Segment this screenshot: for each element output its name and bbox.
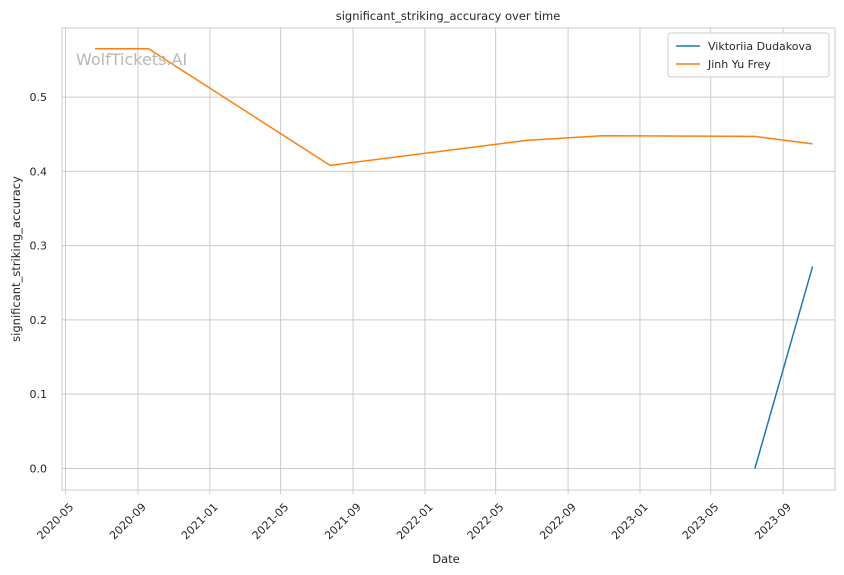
watermark-text: WolfTickets.AI: [76, 50, 187, 69]
chart-title: significant_striking_accuracy over time: [336, 9, 561, 23]
y-axis-label: significant_striking_accuracy: [9, 176, 23, 342]
x-tick-label: 2023-01: [609, 501, 651, 543]
legend-label: Jinh Yu Frey: [707, 58, 771, 71]
series-line-0: [754, 266, 814, 469]
x-tick-label: 2023-05: [680, 501, 722, 543]
x-axis-label: Date: [432, 552, 460, 566]
legend-box: [667, 32, 830, 78]
y-tick-label: 0.4: [30, 165, 48, 178]
x-tick-label: 2022-09: [537, 501, 579, 543]
plot-area-frame: [61, 27, 836, 491]
grid-lines: [62, 28, 835, 490]
x-tick-label: 2020-09: [107, 501, 149, 543]
x-tick-label: 2021-01: [179, 501, 221, 543]
y-tick-label: 0.2: [30, 314, 48, 327]
y-tick-label: 0.5: [30, 91, 48, 104]
x-tick-label: 2020-05: [35, 501, 77, 543]
x-tick-label: 2022-01: [394, 501, 436, 543]
x-tick-label: 2021-09: [322, 501, 364, 543]
series-line-1: [95, 48, 813, 167]
y-tick-label: 0.1: [30, 388, 48, 401]
x-tick-label: 2023-09: [752, 501, 794, 543]
y-tick-label: 0.3: [30, 240, 48, 253]
y-tick-label: 0.0: [30, 462, 48, 475]
legend-label: Viktoriia Dudakova: [708, 40, 812, 53]
axis-ticks: 2020-05 2020-09 2021-01 2021-05 2021-09 2022-…: [30, 91, 794, 542]
series-lines: [95, 48, 814, 469]
x-tick-label: 2022-05: [465, 501, 507, 543]
legend: Viktoriia Dudakova Jinh Yu Frey: [667, 32, 830, 78]
x-tick-label: 2021-05: [250, 501, 292, 543]
